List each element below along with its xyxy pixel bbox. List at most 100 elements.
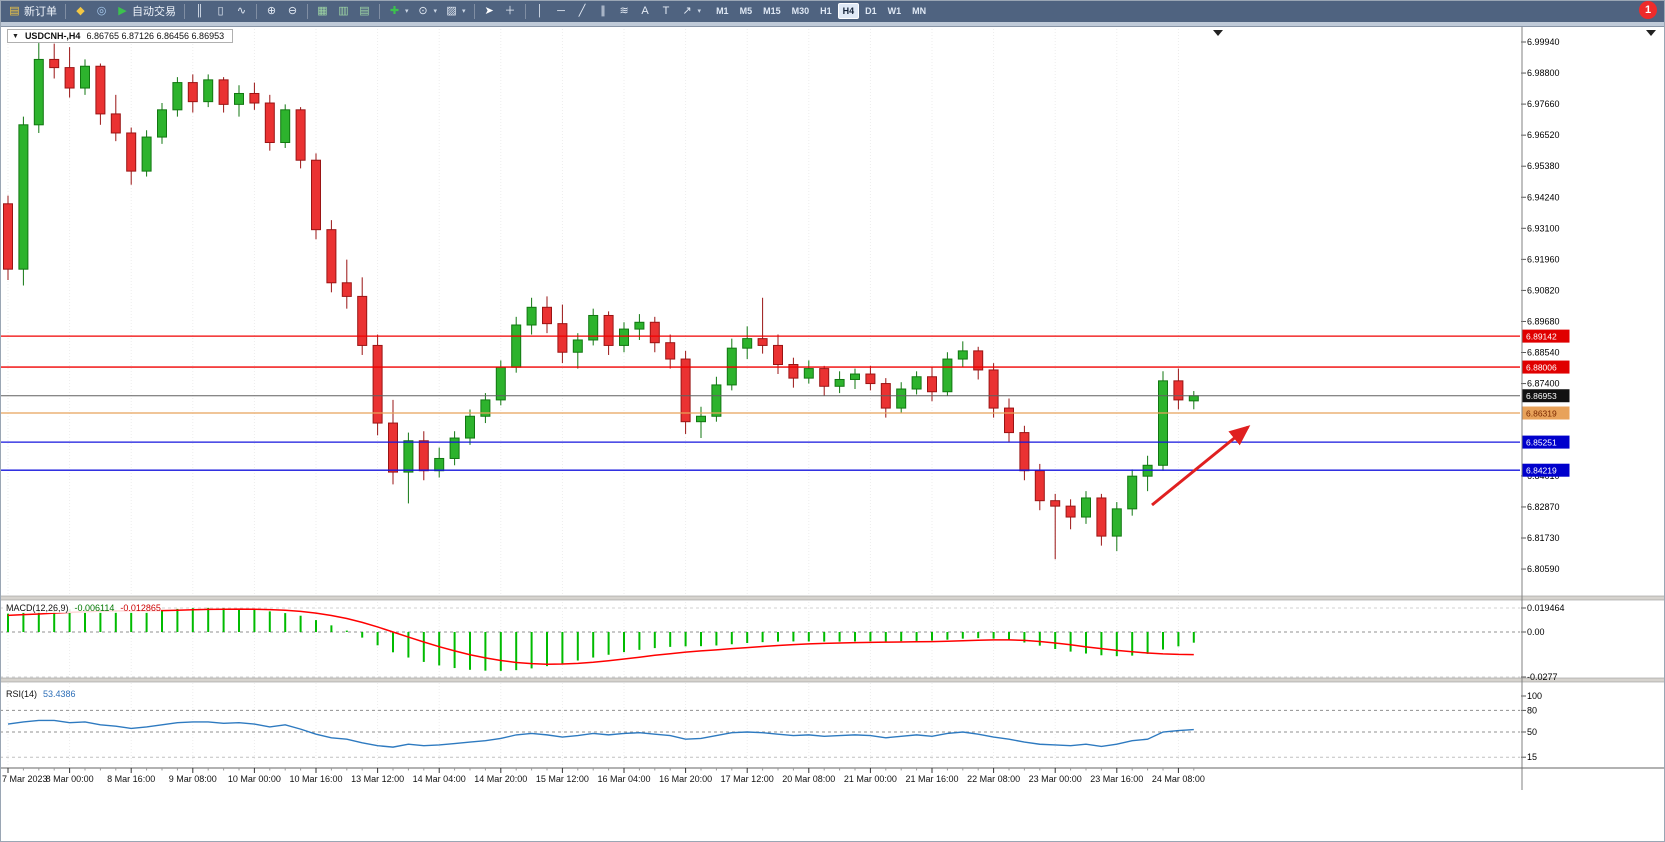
tile-windows-icon[interactable]: ▦ <box>312 2 333 20</box>
notification-badge[interactable]: 1 <box>1639 1 1657 19</box>
period-icon-dropdown-caret[interactable]: ▾ <box>433 8 438 15</box>
macd-axis-label: 0.00 <box>1527 627 1545 637</box>
timeframe-d1[interactable]: D1 <box>865 6 877 16</box>
bar-chart-icon[interactable]: ║ <box>189 2 210 20</box>
price-tag <box>1522 389 1570 403</box>
candle-body <box>957 350 968 360</box>
timeframe-h4[interactable]: H4 <box>837 3 860 19</box>
price-axis-label: 6.89680 <box>1527 316 1560 326</box>
chart-shift-marker[interactable] <box>1213 30 1223 36</box>
trend-arrow-annotation[interactable] <box>1151 425 1251 507</box>
autotrading-button-glyph: ▶ <box>118 5 127 17</box>
candle-body <box>280 109 291 144</box>
time-axis-label: 9 Mar 08:00 <box>169 774 217 784</box>
cascade-windows-icon[interactable]: ▤ <box>354 2 375 20</box>
pane-separator[interactable] <box>0 595 1665 601</box>
channel-icon[interactable]: ∥ <box>593 2 614 20</box>
candle-body <box>3 203 13 270</box>
candle-body <box>526 306 537 326</box>
toolbar-separator <box>307 3 308 19</box>
candle-body <box>696 415 706 423</box>
candle-body <box>788 363 799 379</box>
price-tag-label: 6.86319 <box>1526 409 1557 419</box>
timeframe-m1[interactable]: M1 <box>716 6 729 16</box>
scroll-to-end-marker[interactable] <box>1646 30 1656 36</box>
price-axis-label: 6.99940 <box>1527 37 1560 47</box>
timeframe-m15[interactable]: M15 <box>763 6 781 16</box>
price-axis: 6.99940 6.98800 6.97660 6.96520 6.95380 6.942… <box>1521 37 1560 574</box>
new-order-button[interactable]: ▤ 新订单 <box>4 2 61 20</box>
price-tag <box>1522 329 1570 343</box>
template-icon-dropdown-caret[interactable]: ▾ <box>462 8 466 15</box>
arrows-icon[interactable]: ↗ ▾ <box>677 2 706 20</box>
candle-body <box>649 321 660 344</box>
time-axis-label: 10 Mar 00:00 <box>228 774 281 784</box>
macd-pane: 0.019464 0.00 -0.0277 <box>0 603 1565 682</box>
chart-canvas[interactable]: 6.99940 6.98800 6.97660 6.96520 6.95380 6.942… <box>0 27 1665 790</box>
label-icon[interactable]: T <box>656 2 677 20</box>
candle-body <box>557 323 568 353</box>
timeframe-m30[interactable]: M30 <box>791 6 810 16</box>
candle-body <box>1158 380 1168 466</box>
autotrading-button[interactable]: ▶ 自动交易 <box>112 2 180 20</box>
time-axis-label: 10 Mar 16:00 <box>289 774 342 784</box>
rsi-axis-label: 15 <box>1527 752 1537 762</box>
crosshair-icon[interactable]: ＋ <box>500 2 521 20</box>
price-tag <box>1522 360 1570 374</box>
cursor-icon[interactable]: ➤ <box>479 2 500 20</box>
tile-vertical-icon[interactable]: ▥ <box>333 2 354 20</box>
timeframe-h1[interactable]: H1 <box>820 6 832 16</box>
candle-body <box>110 113 121 134</box>
candle-body <box>757 338 768 346</box>
rsi-line <box>7 719 1194 748</box>
candle-body <box>711 384 722 417</box>
pane-separator[interactable] <box>0 677 1665 683</box>
text-icon-glyph: A <box>641 5 649 17</box>
candle-body <box>1004 407 1014 434</box>
time-axis-label: 16 Mar 04:00 <box>597 774 650 784</box>
candle-body <box>418 440 429 472</box>
candle-body <box>372 344 383 424</box>
horizontal-line-objects: 6.89142 6.88006 6.86953 6.86319 6.85251 6.842… <box>0 329 1570 477</box>
zoom-in-icon[interactable]: ⊕ <box>261 2 282 20</box>
trendline-icon-glyph: ╱ <box>578 5 586 17</box>
profiles-icon[interactable]: ◎ <box>91 2 112 20</box>
price-axis-label: 6.81730 <box>1527 533 1560 543</box>
candle-body <box>49 58 60 69</box>
candle-body <box>203 79 214 103</box>
candle-body <box>187 82 198 103</box>
candle-body <box>542 306 552 325</box>
timeframe-m5[interactable]: M5 <box>739 6 753 16</box>
candle-body <box>311 159 321 231</box>
candle-body <box>218 79 229 105</box>
price-axis-label: 6.90820 <box>1527 285 1560 295</box>
arrows-icon-dropdown-caret[interactable]: ▾ <box>697 8 702 15</box>
new-chart-icon[interactable]: ✚ ▾ <box>384 2 413 20</box>
favorites-icon[interactable]: ◆ <box>70 2 91 20</box>
candle-body <box>495 366 506 401</box>
candle-body <box>141 136 152 172</box>
price-axis-label: 6.97660 <box>1527 99 1560 109</box>
candlestick-chart-icon[interactable]: ▯ <box>210 2 231 20</box>
new-chart-icon-dropdown-caret[interactable]: ▾ <box>405 8 409 15</box>
collapse-caret-icon[interactable]: ▼ <box>12 32 19 40</box>
macd-signal-value: -0.012865 <box>120 603 161 613</box>
timeframe-w1[interactable]: W1 <box>887 6 902 16</box>
price-axis-label: 6.82870 <box>1527 502 1560 512</box>
fibonacci-icon[interactable]: ≋ <box>614 2 635 20</box>
time-axis-label: 21 Mar 00:00 <box>844 774 897 784</box>
timeframe-mn[interactable]: MN <box>912 6 927 16</box>
price-axis-label: 6.94240 <box>1527 192 1560 202</box>
new-chart-icon-glyph: ✚ <box>389 5 400 17</box>
period-icon[interactable]: ⊙ ▾ <box>413 2 442 20</box>
vertical-line-icon[interactable]: │ <box>530 2 551 20</box>
time-axis-label: 15 Mar 12:00 <box>536 774 589 784</box>
trendline-icon[interactable]: ╱ <box>572 2 593 20</box>
text-icon[interactable]: A <box>635 2 656 20</box>
zoom-out-icon[interactable]: ⊖ <box>282 2 303 20</box>
line-chart-icon[interactable]: ∿ <box>231 2 252 20</box>
candle-body <box>357 295 368 346</box>
time-axis-label: 23 Mar 00:00 <box>1029 774 1082 784</box>
horizontal-line-icon[interactable]: ─ <box>551 2 572 20</box>
template-icon[interactable]: ▨ ▾ <box>441 2 470 20</box>
